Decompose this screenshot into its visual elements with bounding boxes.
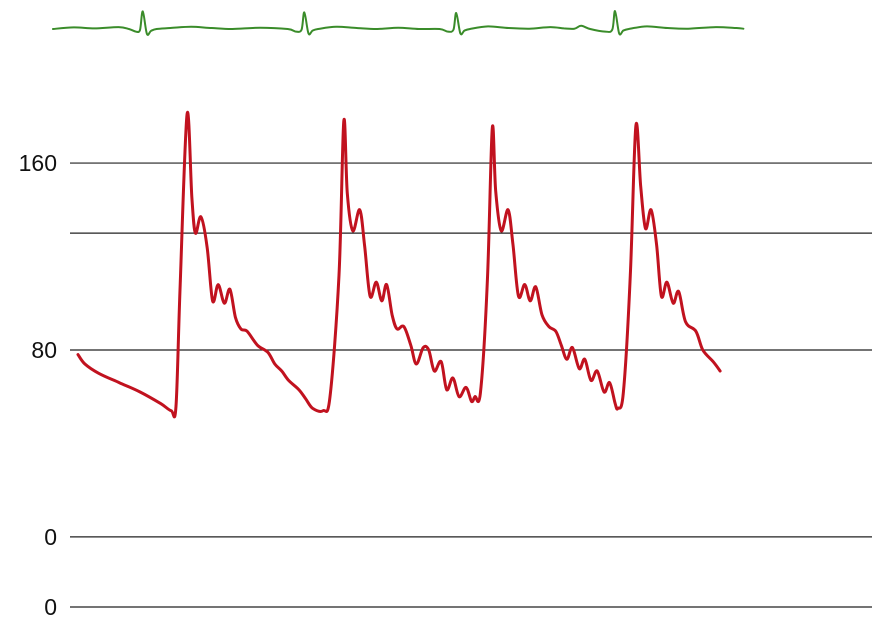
y-tick-label-2: 80 (31, 337, 57, 363)
series-lines (52, 10, 745, 419)
y-tick-label-0: 160 (19, 150, 57, 176)
y-tick-labels: 160 80 0 0 (19, 150, 57, 620)
ecg-trace-line (52, 10, 745, 36)
pressure-waveform-line (76, 110, 722, 419)
grid-lines (70, 162, 872, 608)
y-tick-label-4: 0 (44, 594, 57, 620)
y-tick-label-3: 0 (44, 524, 57, 550)
